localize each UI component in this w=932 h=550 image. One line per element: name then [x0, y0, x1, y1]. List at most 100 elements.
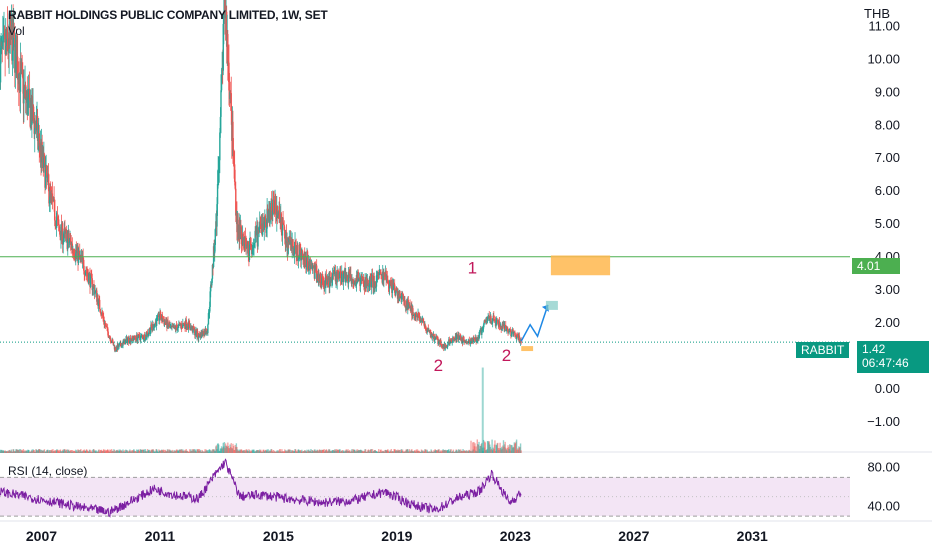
volume-bar-511 — [290, 449, 292, 453]
candle-body-668 — [379, 272, 382, 274]
candle-body-849 — [482, 324, 485, 329]
volume-bar-836 — [475, 446, 477, 453]
candle-body-680 — [386, 277, 388, 280]
wave-label-1: 2 — [434, 356, 443, 375]
candle-body-182 — [102, 317, 105, 322]
volume-bar-214 — [121, 450, 123, 453]
candle-body-166 — [93, 286, 96, 295]
volume-bar-614 — [349, 450, 351, 453]
candle-body-210 — [118, 343, 121, 345]
candle-body-791 — [449, 339, 452, 343]
candle-body-266 — [150, 324, 153, 327]
candle-body-69 — [38, 133, 40, 147]
candle-body-50 — [27, 92, 30, 98]
volume-bar-71 — [39, 449, 42, 453]
candle-body-737 — [419, 316, 421, 322]
volume-bar-463 — [263, 449, 265, 453]
candle-body-652 — [370, 277, 373, 288]
candle-body-843 — [479, 329, 481, 332]
symbol-tag: RABBIT — [796, 342, 850, 358]
candle-body-498 — [282, 223, 285, 225]
candle-body-97 — [54, 220, 56, 224]
candle-body-357 — [202, 331, 205, 335]
volume-bar-719 — [408, 449, 411, 453]
price-tick-3: 8.00 — [875, 117, 900, 132]
candle-body-732 — [416, 314, 418, 317]
candle-body-802 — [456, 334, 458, 340]
candle-body-418 — [237, 219, 239, 238]
candle-body-89 — [49, 186, 52, 193]
volume-bar-847 — [481, 447, 484, 453]
candle-body-813 — [462, 338, 464, 344]
candle-body-693 — [393, 284, 396, 293]
candle-body-212 — [120, 342, 122, 346]
volume-bar-864 — [491, 439, 493, 453]
candle-body-221 — [125, 339, 127, 341]
candle-body-593 — [337, 270, 339, 272]
currency-label: THB — [864, 6, 890, 21]
candle-body-402 — [228, 62, 230, 91]
candle-body-62 — [34, 120, 37, 128]
candle-body-519 — [294, 241, 297, 246]
candle-body-140 — [79, 252, 81, 257]
candle-body-491 — [278, 206, 281, 219]
candle-body-132 — [74, 257, 76, 259]
candle-body-412 — [233, 164, 236, 182]
candle-body-369 — [209, 291, 211, 307]
candle-body-295 — [167, 320, 169, 325]
candle-body-596 — [338, 273, 341, 279]
candle-body-431 — [244, 236, 247, 244]
candle-body-189 — [106, 327, 109, 332]
candle-body-557 — [316, 278, 318, 283]
volume-bar-896 — [509, 444, 512, 453]
candle-body-567 — [322, 278, 324, 284]
volume-bar-469 — [266, 449, 268, 453]
volume-bar-142 — [80, 449, 82, 453]
candle-body-846 — [481, 330, 483, 335]
candle-body-707 — [401, 293, 404, 295]
candle-body-154 — [87, 273, 89, 276]
volume-bar-884 — [502, 440, 505, 453]
candle-body-425 — [241, 244, 243, 246]
candle-body-110 — [61, 223, 64, 245]
candle-body-440 — [249, 241, 252, 246]
candle-body-31 — [16, 56, 19, 80]
candle-body-600 — [341, 271, 343, 283]
candle-body-180 — [101, 312, 104, 316]
candle-body-814 — [462, 338, 465, 340]
candle-body-467 — [265, 221, 267, 233]
candle-body-434 — [246, 244, 248, 249]
volume-bar-87 — [48, 450, 51, 453]
volume-bar-158 — [89, 449, 91, 453]
candle-body-515 — [292, 245, 295, 256]
candle-body-533 — [302, 259, 305, 261]
volume-bar-240 — [135, 449, 138, 453]
candle-body-665 — [378, 275, 380, 277]
candle-body-893 — [507, 332, 510, 334]
volume-bar-127 — [71, 450, 74, 453]
candle-body-14 — [7, 39, 9, 51]
candle-body-494 — [280, 213, 283, 233]
candle-body-520 — [295, 245, 297, 258]
candle-body-869 — [494, 319, 496, 321]
candle-body-537 — [305, 256, 307, 268]
candle-body-102 — [57, 217, 59, 220]
candle-body-331 — [187, 321, 190, 329]
candle-body-232 — [131, 335, 133, 341]
candle-body-857 — [487, 316, 489, 318]
candle-body-837 — [476, 338, 478, 342]
candle-body-660 — [375, 286, 377, 288]
candle-body-726 — [412, 314, 415, 316]
candle-body-759 — [431, 334, 433, 338]
candle-body-203 — [114, 347, 117, 351]
candle-body-733 — [416, 316, 419, 318]
rsi-indicator-label: RSI (14, close) — [8, 464, 88, 478]
price-tick-11: 0.00 — [875, 381, 900, 396]
time-tick-1: 2011 — [145, 528, 176, 544]
candle-body-444 — [252, 248, 254, 250]
candle-body-503 — [285, 232, 288, 248]
candle-body-250 — [141, 335, 144, 337]
price-tick-8: 3.00 — [875, 282, 900, 297]
candle-body-540 — [306, 251, 309, 268]
